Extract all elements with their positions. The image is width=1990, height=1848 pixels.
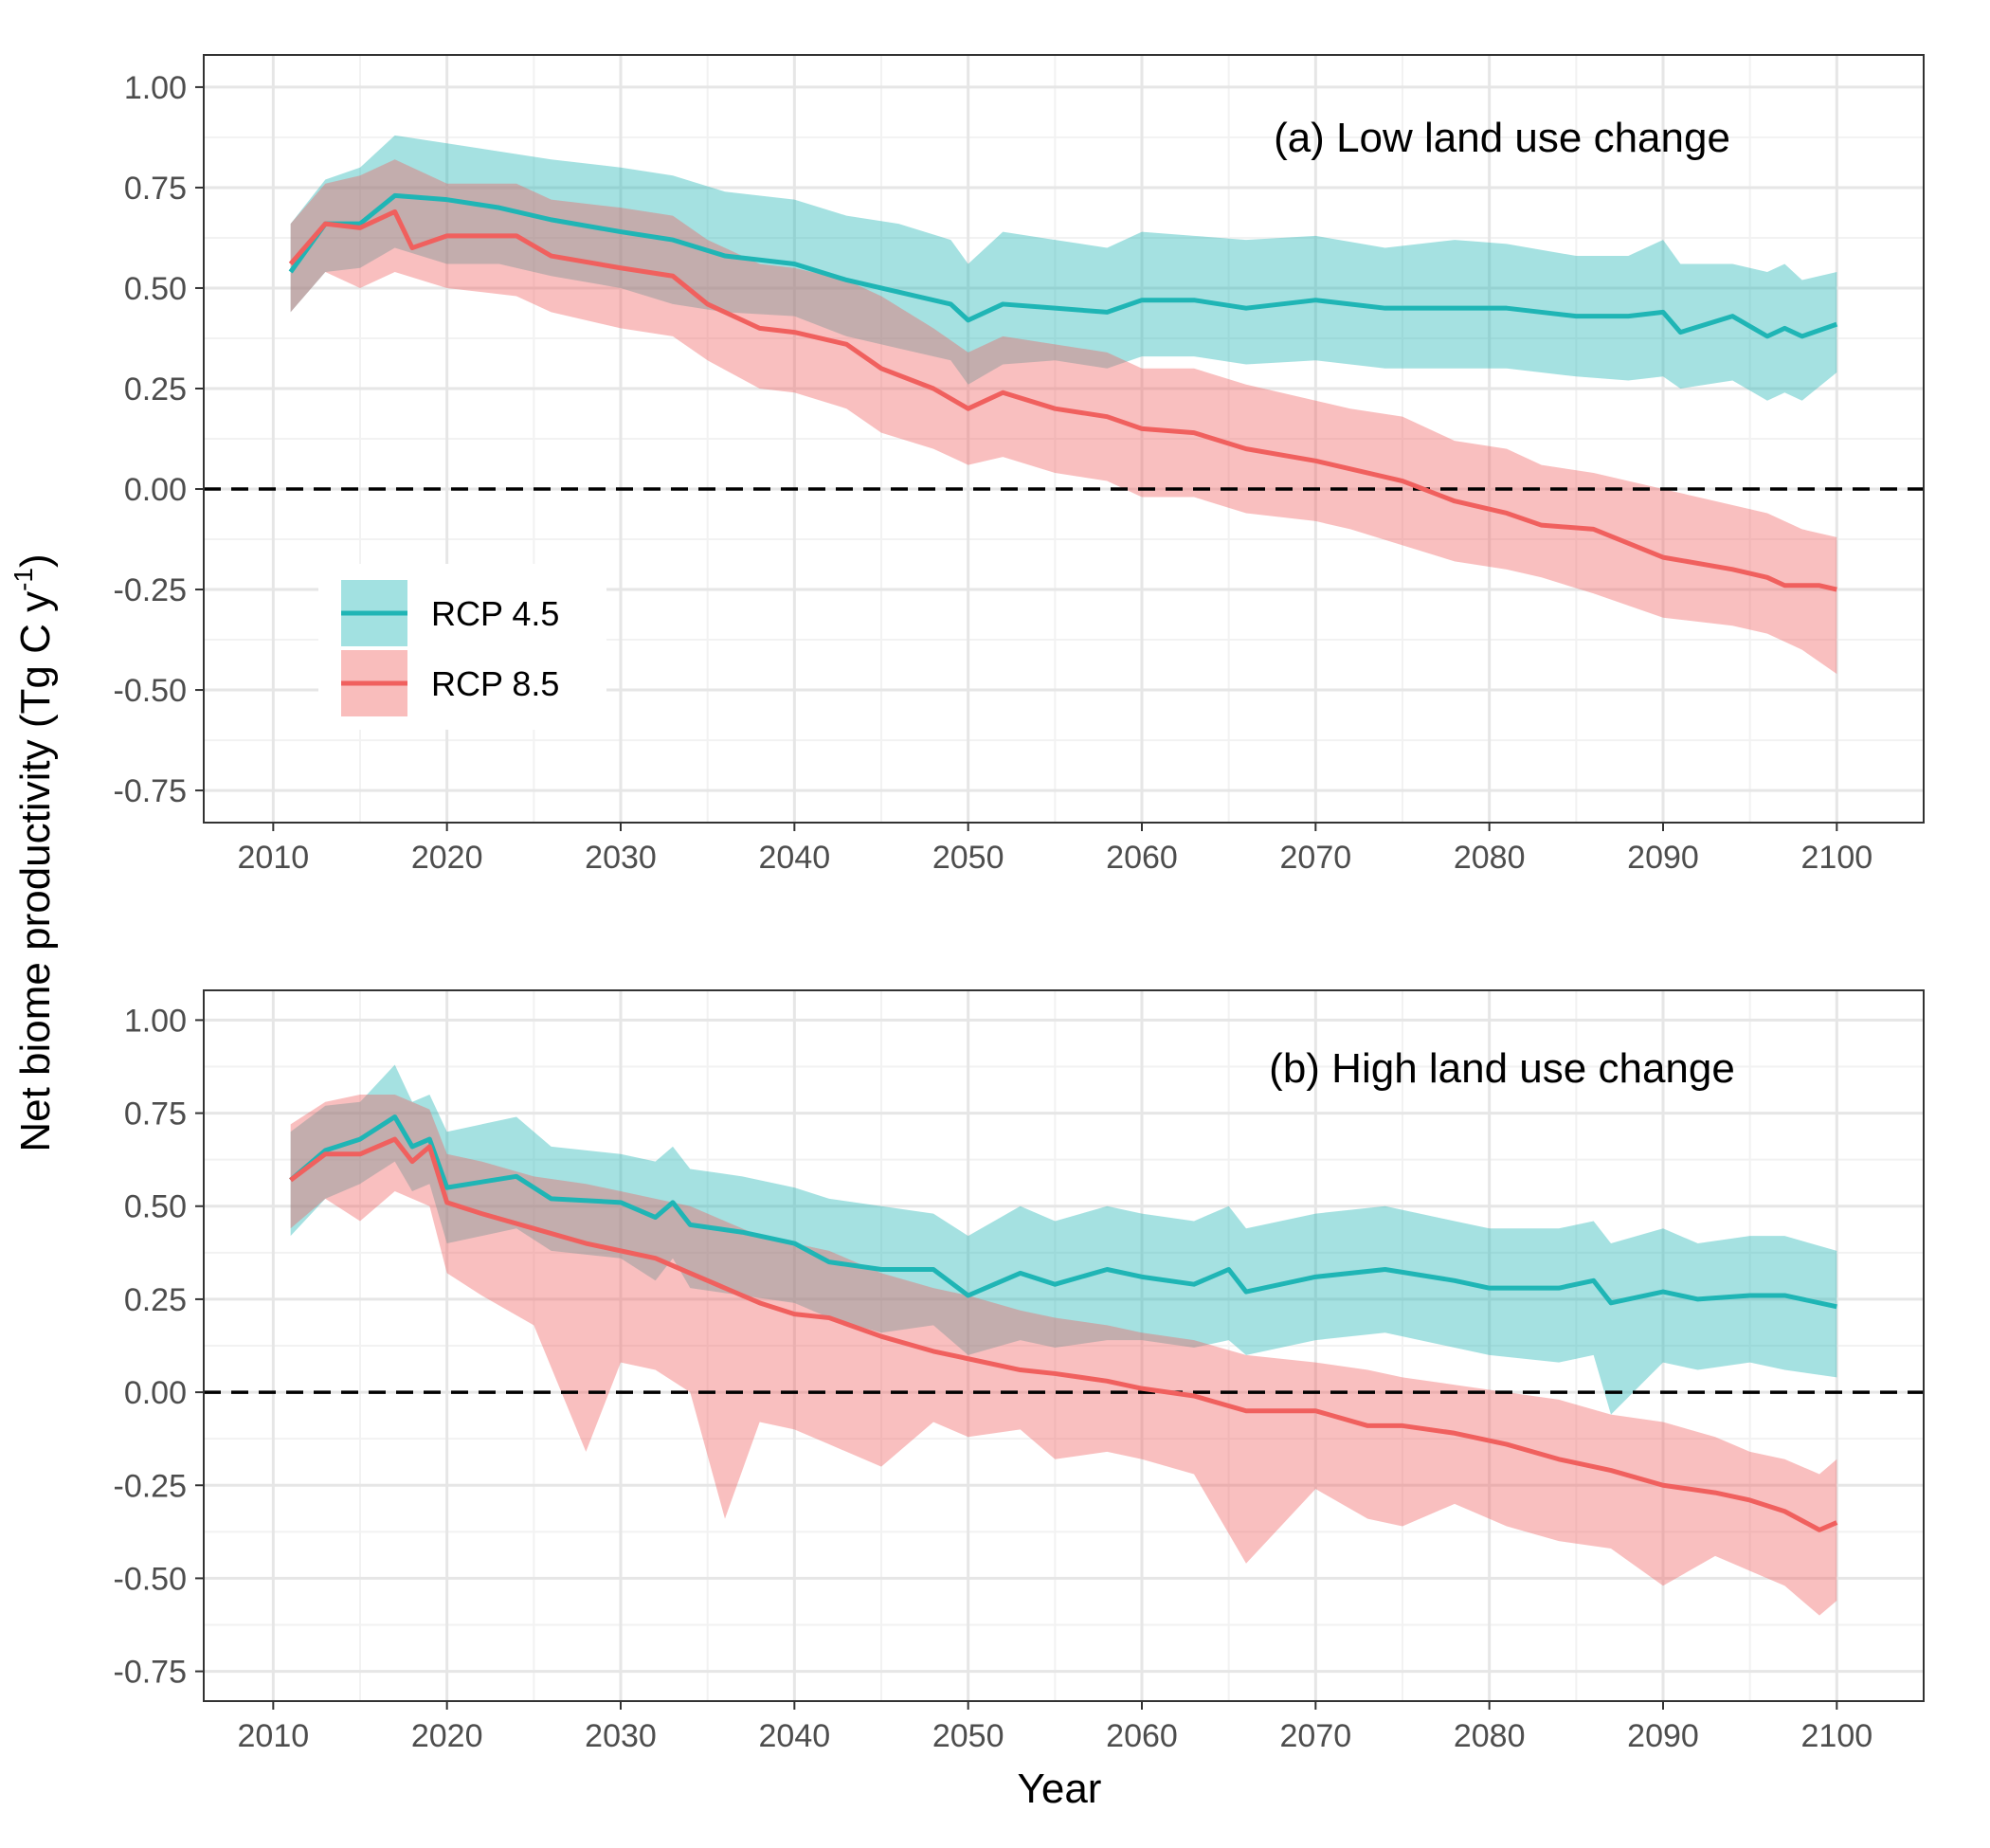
x-tick-label: 2030 — [585, 1718, 657, 1754]
x-tick-label: 2050 — [932, 1718, 1004, 1754]
legend-item-rcp45: RCP 4.5 — [341, 580, 559, 646]
panel-b-high-land-use-change: 1.00 0.75 0.50 0.25 0.00 -0.25 -0.50 -0.75 2010 2… — [114, 989, 1925, 1754]
x-tick-label: 2080 — [1454, 840, 1526, 876]
y-tick-label: 0.25 — [124, 371, 187, 408]
y-tick-label: -0.75 — [114, 773, 188, 809]
y-tick-label: -0.50 — [114, 673, 188, 709]
legend-item-rcp85: RCP 8.5 — [341, 650, 559, 716]
band-rcp45 — [290, 1064, 1837, 1415]
panel-title: (b) High land use change — [1269, 1045, 1735, 1092]
x-tick-label: 2070 — [1280, 1718, 1352, 1754]
y-tick-label: 0.00 — [124, 1375, 187, 1411]
series-line-rcp45 — [288, 192, 1838, 339]
y-tick-label: -0.50 — [114, 1561, 188, 1597]
x-tick-label: 2010 — [238, 840, 310, 876]
plot-frame — [203, 54, 1925, 824]
x-tick-label: 2060 — [1106, 1718, 1178, 1754]
y-tick-label: -0.25 — [114, 1468, 188, 1504]
y-axis-title-main: Net biome productivity (Tg C y — [12, 591, 59, 1152]
legend-label-rcp85: RCP 8.5 — [431, 664, 559, 703]
x-tick-label: 2020 — [411, 840, 483, 876]
y-tick-label: 1.00 — [124, 70, 187, 106]
x-tick-label: 2010 — [238, 1718, 310, 1754]
x-tick-label: 2040 — [759, 1718, 831, 1754]
x-tick-label: 2030 — [585, 840, 657, 876]
x-tick-label: 2070 — [1280, 840, 1352, 876]
y-tick-label: 1.00 — [124, 1003, 187, 1039]
x-tick-label: 2020 — [411, 1718, 483, 1754]
x-tick-label: 2050 — [932, 840, 1004, 876]
series-line-rcp45 — [289, 1114, 1837, 1310]
y-tick-label: -0.25 — [114, 572, 188, 608]
panel-a-low-land-use-change: 1.00 0.75 0.50 0.25 0.00 -0.25 -0.50 -0.75 2010 2… — [114, 54, 1925, 876]
y-axis-title-close: ) — [12, 553, 59, 568]
x-tick-label: 2060 — [1106, 840, 1178, 876]
legend: RCP 4.5 RCP 8.5 — [318, 564, 606, 730]
band-rcp45 — [290, 135, 1837, 401]
y-tick-label: 0.50 — [124, 1189, 187, 1225]
y-tick-label: -0.75 — [114, 1655, 188, 1691]
series-line-rcp85 — [289, 1136, 1838, 1532]
x-tick-label: 2040 — [759, 840, 831, 876]
series-line-rcp85 — [288, 208, 1837, 592]
y-axis-title: Net biome productivity (Tg C y-1) — [9, 553, 59, 1151]
band-rcp85 — [290, 1094, 1837, 1616]
y-tick-label: 0.00 — [124, 472, 187, 508]
x-tick-label: 2090 — [1627, 1718, 1699, 1754]
band-rcp85 — [290, 159, 1837, 675]
x-tick-label: 2100 — [1801, 1718, 1873, 1754]
y-tick-label: 0.25 — [124, 1282, 187, 1318]
legend-label-rcp45: RCP 4.5 — [431, 594, 559, 633]
plot-frame — [203, 989, 1925, 1702]
x-tick-label: 2090 — [1627, 840, 1699, 876]
panel-title: (a) Low land use change — [1274, 115, 1730, 161]
y-tick-label: 0.75 — [124, 171, 187, 207]
y-tick-label: 0.75 — [124, 1096, 187, 1132]
x-tick-label: 2080 — [1454, 1718, 1526, 1754]
y-tick-label: 0.50 — [124, 271, 187, 307]
y-axis-title-superscript: -1 — [9, 568, 38, 591]
x-axis-title: Year — [1018, 1766, 1102, 1812]
x-tick-label: 2100 — [1801, 840, 1873, 876]
